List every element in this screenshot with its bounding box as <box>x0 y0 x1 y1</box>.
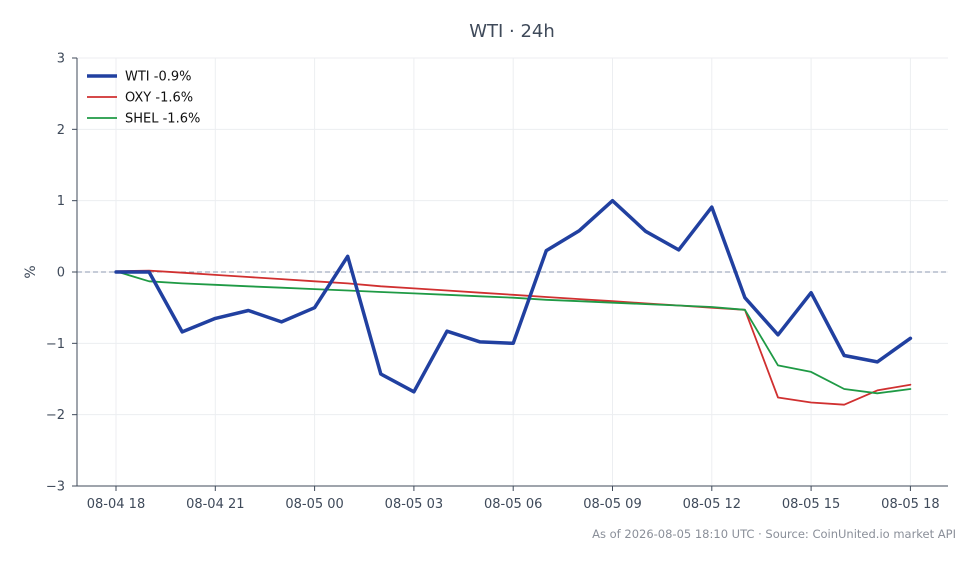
y-tick-label: 0 <box>57 266 65 281</box>
series-line-oxy <box>115 269 912 406</box>
axes: 3 2 1 0 −1 −2 −3 08-04 18 08-04 21 08-05 00 08-05 … <box>46 52 948 512</box>
y-tick-label: −1 <box>46 337 65 352</box>
legend: WTI -0.9% OXY -1.6% SHEL -1.6% <box>87 70 200 127</box>
source-footer: As of 2026-08-05 18:10 UTC · Source: Coi… <box>592 527 956 541</box>
x-tick-label: 08-05 03 <box>385 497 443 512</box>
x-tick-label: 08-05 18 <box>881 497 939 512</box>
y-tick-label: −3 <box>46 480 65 495</box>
x-tick-label: 08-05 12 <box>683 497 741 512</box>
y-tick-label: 2 <box>57 123 65 138</box>
x-tick-label: 08-05 09 <box>583 497 641 512</box>
series-line-shel <box>115 270 912 395</box>
y-tick-label: 3 <box>57 52 65 67</box>
x-tick-label: 08-04 21 <box>186 497 244 512</box>
legend-label: WTI -0.9% <box>125 70 191 85</box>
series-line-wti <box>114 198 913 394</box>
x-tick-label: 08-05 15 <box>782 497 840 512</box>
series-layer <box>114 198 913 406</box>
legend-label: OXY -1.6% <box>125 91 193 106</box>
legend-label: SHEL -1.6% <box>125 112 200 127</box>
y-tick-label: 1 <box>57 194 65 209</box>
chart-title: WTI · 24h <box>469 21 555 42</box>
x-tick-label: 08-05 00 <box>285 497 343 512</box>
x-tick-label: 08-04 18 <box>87 497 145 512</box>
grid <box>77 57 948 487</box>
y-tick-label: −2 <box>46 408 65 423</box>
x-tick-label: 08-05 06 <box>484 497 542 512</box>
y-axis-label: % <box>23 265 39 278</box>
